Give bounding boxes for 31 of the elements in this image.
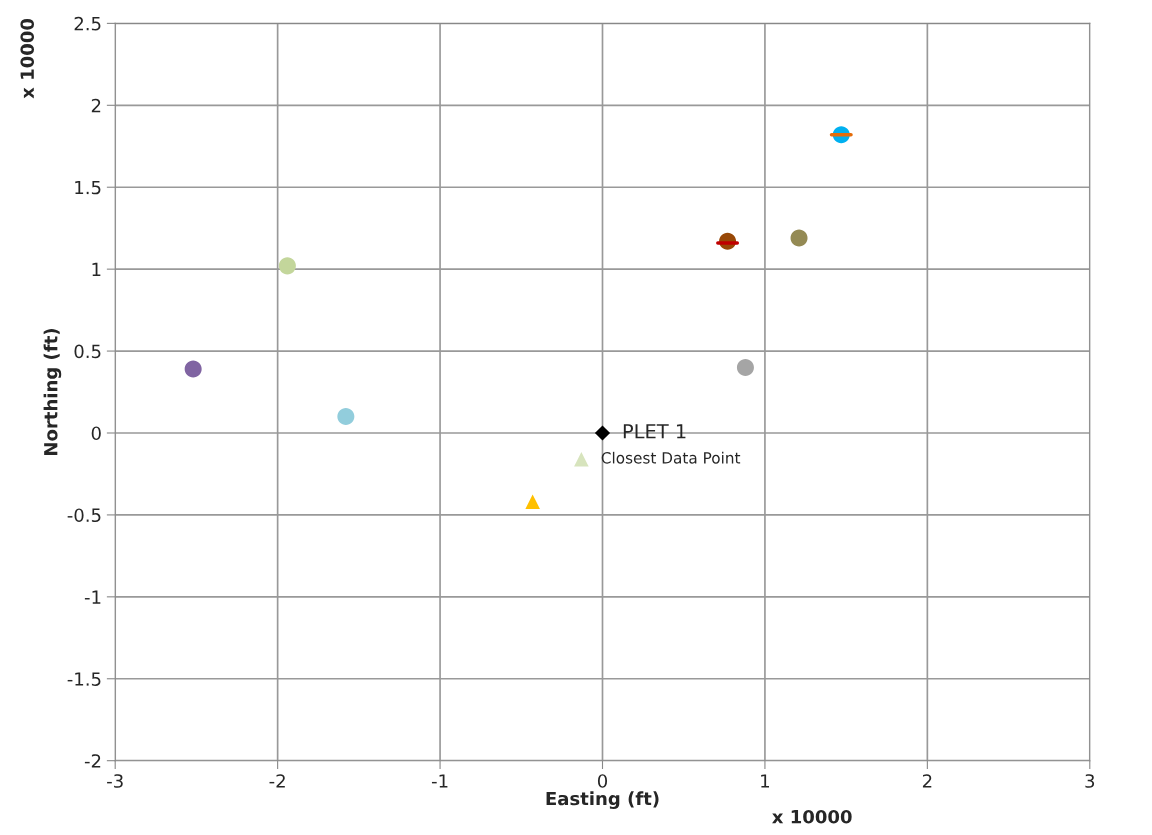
x-tick-label: 2 bbox=[922, 774, 932, 788]
y-tick-label: 1.5 bbox=[75, 180, 101, 195]
y-tick-label: 1 bbox=[92, 262, 101, 277]
point bbox=[574, 451, 589, 467]
text: x 10000 bbox=[772, 809, 852, 824]
y-tick-label: -1 bbox=[84, 590, 101, 604]
x-tick-label: 0 bbox=[597, 774, 608, 788]
y-tick-label: -1.5 bbox=[67, 672, 101, 686]
x-axis-title: Easting (ft) bbox=[546, 791, 659, 809]
point bbox=[525, 494, 540, 510]
y-tick-label: -0.5 bbox=[67, 508, 101, 523]
x-tick-label: -3 bbox=[107, 774, 123, 788]
x-tick-label: -2 bbox=[269, 774, 285, 788]
point bbox=[337, 408, 355, 426]
y-axis-title: Northing (ft) bbox=[43, 329, 62, 455]
y-tick-label: -2 bbox=[84, 754, 101, 768]
annotation: PLET 1 bbox=[623, 424, 686, 439]
text: x 10000 bbox=[20, 18, 35, 99]
point bbox=[790, 229, 808, 247]
annotation: Closest Data Point bbox=[601, 451, 741, 464]
x-tick-label: -1 bbox=[431, 774, 448, 788]
x-tick-label: 3 bbox=[1085, 774, 1095, 788]
point bbox=[184, 360, 202, 378]
y-tick-label: 0.5 bbox=[74, 344, 101, 359]
point bbox=[278, 257, 296, 275]
y-tick-label: 2 bbox=[91, 98, 101, 113]
y-tick-label: 0 bbox=[91, 426, 101, 441]
y-tick-label: 2.5 bbox=[74, 16, 101, 31]
point bbox=[594, 425, 611, 441]
point bbox=[736, 358, 754, 376]
x-tick-label: 1 bbox=[761, 774, 769, 788]
